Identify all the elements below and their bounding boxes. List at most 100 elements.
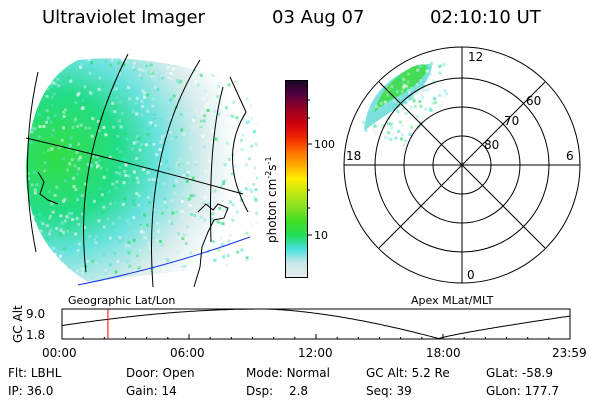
polar-pixel xyxy=(397,78,401,82)
geo-pixel xyxy=(30,278,33,282)
geo-pixel xyxy=(213,109,217,113)
polar-pixel xyxy=(398,114,402,118)
geo-pixel xyxy=(110,58,114,62)
geo-pixel xyxy=(53,114,57,118)
polar-pixel xyxy=(420,87,424,91)
geo-pixel xyxy=(158,147,162,151)
geo-pixel xyxy=(117,240,121,244)
geo-pixel xyxy=(90,134,94,138)
geo-pixel xyxy=(71,280,75,282)
mode-value: Normal xyxy=(286,366,330,380)
geo-pixel xyxy=(139,77,143,81)
geo-pixel xyxy=(235,210,239,214)
geo-pixel xyxy=(79,123,83,127)
geo-pixel xyxy=(124,163,128,167)
geo-pixel xyxy=(161,76,164,80)
geo-pixel xyxy=(184,242,188,246)
polar-pixel xyxy=(398,113,402,117)
geo-pixel xyxy=(149,70,153,74)
geographic-image-panel xyxy=(20,44,258,288)
geo-pixel xyxy=(149,246,153,250)
geo-pixel xyxy=(62,198,66,202)
geo-pixel xyxy=(133,259,137,263)
geo-pixel xyxy=(138,58,142,61)
polar-pixel xyxy=(397,133,401,137)
geo-pixel xyxy=(160,135,164,139)
geo-pixel xyxy=(245,121,249,125)
geo-pixel xyxy=(122,181,126,185)
geo-pixel xyxy=(196,83,200,87)
geo-pixel xyxy=(213,189,217,193)
polar-pixel xyxy=(429,108,432,112)
geo-pixel xyxy=(97,49,100,52)
polar-pixel xyxy=(428,73,432,77)
altitude-ymin-label: 1.8 xyxy=(26,328,45,342)
geo-pixel xyxy=(150,188,154,192)
geo-pixel xyxy=(142,158,146,162)
geo-pixel xyxy=(189,73,192,77)
dsp-value: 2.8 xyxy=(288,384,309,398)
geo-pixel xyxy=(248,165,252,169)
geo-pixel xyxy=(235,183,239,187)
polar-pixel xyxy=(364,129,368,132)
geo-pixel xyxy=(128,65,132,69)
geo-pixel xyxy=(74,188,78,191)
geo-pixel xyxy=(246,72,250,76)
geo-pixel xyxy=(132,277,136,280)
geo-pixel xyxy=(239,138,243,142)
geo-pixel xyxy=(127,174,131,178)
polar-pixel xyxy=(389,138,393,142)
geo-pixel xyxy=(188,269,192,273)
polar-pixel xyxy=(416,90,420,94)
geo-pixel xyxy=(125,235,129,239)
geo-pixel xyxy=(144,281,148,282)
geo-pixel xyxy=(78,155,82,159)
geo-pixel xyxy=(54,50,57,53)
geo-pixel xyxy=(141,89,145,93)
geo-pixel xyxy=(181,237,185,241)
geo-pixel xyxy=(116,260,120,263)
geo-pixel xyxy=(20,255,23,258)
geo-pixel xyxy=(175,60,179,64)
geo-pixel xyxy=(76,249,80,252)
geo-pixel xyxy=(122,157,126,161)
geo-pixel xyxy=(126,249,129,253)
geo-pixel xyxy=(146,110,150,113)
geo-pixel xyxy=(252,84,256,88)
geo-pixel xyxy=(68,162,72,166)
polar-pixel xyxy=(381,125,385,129)
geo-pixel xyxy=(250,144,254,148)
geo-pixel xyxy=(92,52,95,55)
geo-pixel xyxy=(101,84,105,88)
polar-pixel xyxy=(393,104,397,107)
geo-pixel xyxy=(97,219,101,223)
geo-pixel xyxy=(179,79,183,83)
geo-pixel xyxy=(23,44,26,47)
geo-pixel xyxy=(44,260,48,264)
geo-pixel xyxy=(62,247,66,251)
geo-pixel xyxy=(41,222,45,226)
polar-pixel xyxy=(402,77,406,81)
geo-pixel xyxy=(98,260,102,264)
geo-pixel xyxy=(74,101,78,105)
geo-pixel xyxy=(191,176,195,180)
geo-pixel xyxy=(172,184,176,188)
geo-pixel xyxy=(47,82,51,86)
geo-pixel xyxy=(146,241,150,245)
geo-pixel xyxy=(127,241,131,244)
geo-pixel xyxy=(25,213,28,217)
geo-pixel xyxy=(20,224,23,227)
instrument-title: Ultraviolet Imager xyxy=(42,7,205,28)
polar-pixel xyxy=(380,130,384,134)
geo-pixel xyxy=(165,59,168,63)
geo-pixel xyxy=(51,113,55,117)
geo-pixel xyxy=(238,129,242,133)
polar-pixel xyxy=(416,68,420,72)
svg-text:photon cm-2s-1: photon cm-2s-1 xyxy=(264,156,279,243)
geo-pixel xyxy=(173,63,177,67)
polar-pixel xyxy=(407,89,411,92)
geo-pixel xyxy=(238,49,241,52)
geo-pixel xyxy=(180,199,184,203)
geo-pixel xyxy=(225,178,228,182)
geo-pixel xyxy=(137,210,141,214)
